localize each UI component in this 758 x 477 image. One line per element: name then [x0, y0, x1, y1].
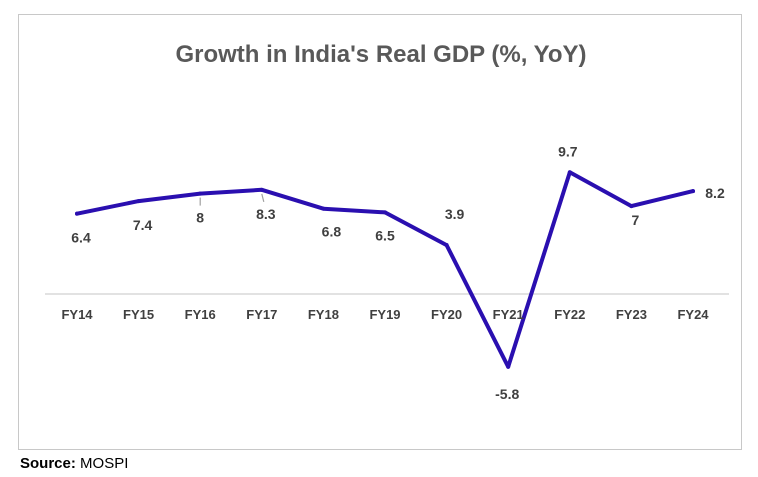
chart-frame: Growth in India's Real GDP (%, YoY) 6.4 7…	[18, 14, 742, 450]
data-point-fy14	[75, 211, 79, 216]
x-tick-label-fy14: FY14	[61, 307, 93, 322]
x-tick-label-layer: FY14 FY15 FY16 FY17 FY18 FY19 FY20 FY21 FY22 FY23…	[61, 307, 709, 322]
data-point-fy16	[198, 191, 203, 196]
data-label-fy16: 8	[196, 210, 204, 226]
source-value: MOSPI	[80, 455, 129, 472]
x-tick-label-fy22: FY22	[554, 307, 585, 322]
data-point-fy17	[259, 187, 264, 192]
data-point-fy24	[691, 189, 695, 194]
x-tick-label-fy18: FY18	[308, 307, 339, 322]
data-point-fy23	[629, 204, 634, 209]
data-label-fy24: 8.2	[705, 185, 725, 201]
data-label-layer: 6.4 7.4 8 8.3 6.8 6.5 3.9 -5.8 9.7 7 8.2	[71, 143, 725, 402]
data-label-fy23: 7	[632, 212, 640, 228]
data-point-fy15	[136, 199, 141, 204]
data-point-fy18	[321, 206, 326, 211]
data-label-fy14: 6.4	[71, 230, 91, 246]
data-label-fy21: -5.8	[495, 386, 519, 402]
x-tick-label-fy17: FY17	[246, 307, 277, 322]
data-label-fy15: 7.4	[133, 217, 153, 233]
x-tick-label-fy23: FY23	[616, 307, 647, 322]
source-note: Source: MOSPI	[20, 455, 128, 472]
source-label: Source:	[20, 455, 76, 472]
x-tick-label-fy15: FY15	[123, 307, 154, 322]
leader-line-fy17	[261, 193, 265, 202]
data-point-fy21	[506, 364, 511, 369]
data-label-fy20: 3.9	[445, 206, 465, 222]
x-tick-label-fy20: FY20	[431, 307, 462, 322]
x-tick-label-fy24: FY24	[677, 307, 709, 322]
chart-title: Growth in India's Real GDP (%, YoY)	[175, 41, 586, 68]
data-point-fy22	[567, 170, 572, 175]
x-tick-label-fy16: FY16	[185, 307, 216, 322]
x-tick-label-fy21: FY21	[493, 307, 524, 322]
x-tick-label-fy19: FY19	[369, 307, 400, 322]
data-label-fy19: 6.5	[375, 227, 395, 243]
data-label-fy22: 9.7	[558, 143, 578, 159]
data-point-fy20	[444, 243, 449, 248]
line-chart: Growth in India's Real GDP (%, YoY) 6.4 7…	[45, 41, 729, 402]
series-line	[75, 170, 695, 369]
data-label-fy17: 8.3	[256, 206, 276, 222]
data-point-fy19	[383, 210, 387, 215]
data-label-fy18: 6.8	[322, 224, 342, 240]
series-line-layer	[75, 170, 695, 369]
